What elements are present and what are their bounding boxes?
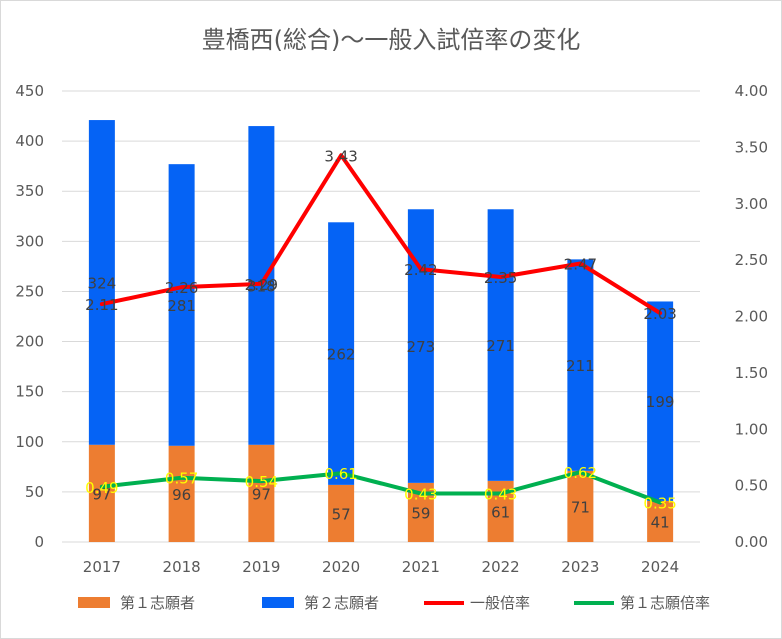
line-label-general-ratio: 2.11 [85,296,118,314]
chart-title: 豊橋西(総合)～一般入試倍率の変化 [202,26,581,54]
bar-second-choice [487,209,514,481]
line-label-general-ratio: 2.29 [245,276,278,294]
y-right-tick-label: 3.00 [735,195,768,213]
bar-second-choice [567,259,594,471]
bar-label-second-choice: 199 [646,393,675,411]
y-right-tick-label: 1.50 [735,364,768,382]
bar-label-second-choice: 318 [247,277,276,295]
y-left-tick-label: 200 [15,333,44,351]
line-label-first-choice-ratio: 0.62 [564,464,597,482]
y-left-tick-label: 350 [15,182,44,200]
legend-label: 第２志願者 [304,594,379,612]
y-left-tick-label: 400 [15,132,44,150]
legend: 第１志願者 第２志願者 一般倍率 第１志願倍率 [78,594,710,612]
bar-label-first-choice: 41 [651,513,670,531]
y-right-tick-label: 4.00 [735,82,768,100]
bar-label-second-choice: 281 [167,297,196,315]
y-left-tick-label: 300 [15,232,44,250]
y-right-tick-label: 0.50 [735,477,768,495]
bar-label-second-choice: 211 [566,357,595,375]
bar-second-choice [647,301,674,501]
y-left-tick-label: 250 [15,282,44,300]
lines [99,153,663,505]
bar-label-first-choice: 61 [491,503,510,521]
line-label-first-choice-ratio: 0.35 [643,495,676,513]
y-axis-right: 0.00 0.50 1.00 1.50 2.00 2.50 3.00 3.50 4.00 [735,82,768,551]
y-axis-left: 0 50 100 150 200 250 300 350 400 450 [15,82,44,551]
y-right-tick-label: 2.50 [735,251,768,269]
bar-label-first-choice: 59 [411,504,430,522]
bar-second-choice [328,222,355,485]
line-label-first-choice-ratio: 0.61 [324,465,357,483]
x-tick-label: 2024 [641,558,679,576]
line-label-first-choice-ratio: 0.43 [484,486,517,504]
bar-first-choice [647,500,674,542]
bar-label-second-choice: 271 [486,337,515,355]
bar-label-first-choice: 97 [92,485,111,503]
gridlines [62,90,700,543]
legend-label: 一般倍率 [470,594,530,612]
data-labels: 97 324 96 281 97 318 57 262 59 273 61 271 71 211 41 199… [85,147,677,531]
line-general-ratio [99,153,663,316]
line-label-first-choice-ratio: 0.49 [85,479,118,497]
bar-first-choice [567,470,594,542]
y-right-tick-label: 0.00 [735,533,768,551]
bar-label-second-choice: 324 [88,274,117,292]
line-label-first-choice-ratio: 0.57 [165,470,198,488]
y-left-tick-label: 150 [15,383,44,401]
x-tick-label: 2018 [163,558,201,576]
x-axis: 2017 2018 2019 2020 2021 2022 2023 2024 [83,558,679,576]
bar-label-first-choice: 97 [252,485,271,503]
legend-label: 第１志願者 [120,594,195,612]
y-left-tick-label: 0 [34,533,44,551]
legend-label: 第１志願倍率 [620,594,710,612]
y-left-tick-label: 450 [15,82,44,100]
x-tick-label: 2023 [561,558,599,576]
x-tick-label: 2021 [402,558,440,576]
bar-first-choice [88,444,115,542]
line-label-general-ratio: 2.42 [404,261,437,279]
line-first-choice-ratio [99,470,663,505]
bar-second-choice [168,164,195,446]
bar-first-choice [168,445,195,542]
legend-swatch-bar [262,597,294,608]
line-label-general-ratio: 2.35 [484,269,517,287]
x-tick-label: 2017 [83,558,121,576]
x-tick-label: 2022 [482,558,520,576]
bar-second-choice [88,120,115,445]
x-tick-label: 2019 [242,558,280,576]
bar-label-second-choice: 262 [327,346,356,364]
line-label-general-ratio: 2.26 [165,279,198,297]
bar-label-first-choice: 96 [172,486,191,504]
bar-label-first-choice: 71 [571,498,590,516]
line-label-general-ratio: 2.47 [564,256,597,274]
line-label-first-choice-ratio: 0.43 [404,486,437,504]
bar-first-choice [328,484,355,542]
bar-label-first-choice: 57 [332,505,351,523]
line-label-general-ratio: 2.03 [643,305,676,323]
y-left-tick-label: 50 [25,483,44,501]
bar-label-second-choice: 273 [407,338,436,356]
line-label-first-choice-ratio: 0.54 [245,473,278,491]
legend-swatch-bar [78,597,110,608]
y-left-tick-label: 100 [15,433,44,451]
y-right-tick-label: 3.50 [735,138,768,156]
x-tick-label: 2020 [322,558,360,576]
y-right-tick-label: 1.00 [735,420,768,438]
line-label-general-ratio: 3.43 [324,147,357,165]
y-right-tick-label: 2.00 [735,308,768,326]
bar-first-choice [248,444,275,542]
